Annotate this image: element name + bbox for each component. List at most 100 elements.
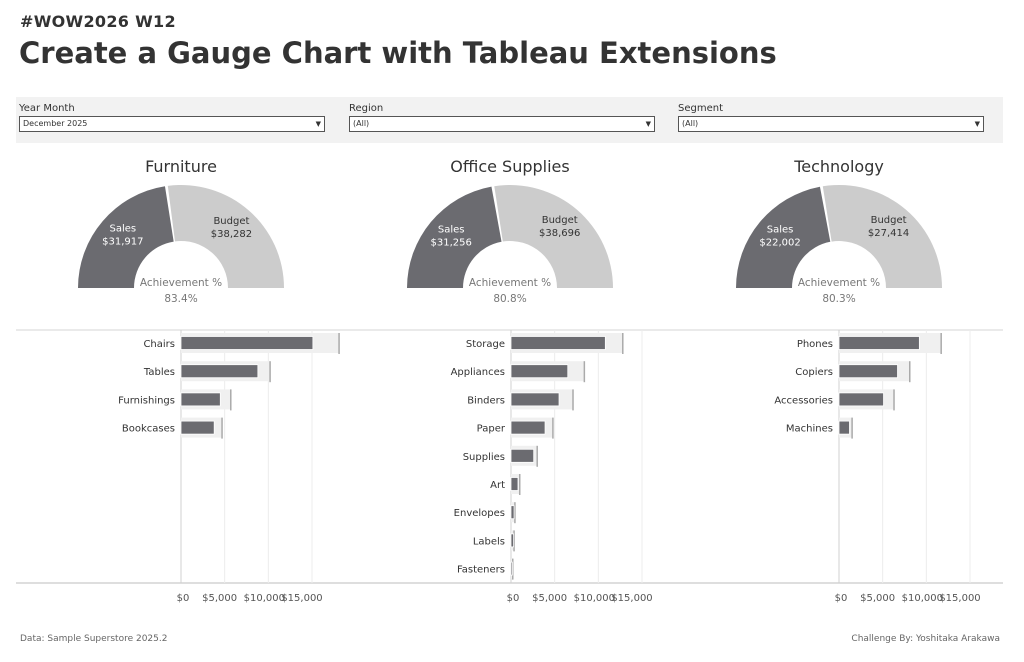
chevron-down-icon[interactable]: ▼ xyxy=(315,120,321,128)
x-tick-label-technology-2: $10,000 xyxy=(902,593,943,604)
budget-band-tables xyxy=(181,361,271,382)
x-tick-label-furniture-0: $0 xyxy=(177,593,190,604)
filter-region: Region (All) ▼ xyxy=(346,102,655,132)
sales-bar-labels xyxy=(510,533,515,548)
sales-bar-bookcases xyxy=(180,420,215,435)
category-label-supplies: Supplies xyxy=(463,452,505,463)
category-label-accessories: Accessories xyxy=(774,395,833,406)
gauge-budget-arc-office-supplies xyxy=(494,185,613,288)
category-label-appliances: Appliances xyxy=(451,367,505,378)
gauge-sales-value-office-supplies: $31,256 xyxy=(431,237,472,248)
gauge-title-furniture: Furniture xyxy=(145,157,217,176)
budget-band-machines xyxy=(839,417,853,438)
sales-bar-appliances xyxy=(510,364,569,379)
budget-band-art xyxy=(511,474,520,494)
region-value: (All) xyxy=(353,119,370,128)
x-tick-label-technology-0: $0 xyxy=(835,593,848,604)
gauge-sales-label-furniture: Sales xyxy=(110,224,137,235)
category-label-fasteners: Fasteners xyxy=(457,565,505,576)
sales-bar-phones xyxy=(838,336,920,350)
filter-segment: Segment (All) ▼ xyxy=(675,102,984,132)
year-month-value: December 2025 xyxy=(23,119,88,128)
gauge-achievement-label-technology: Achievement % xyxy=(798,277,880,289)
budget-band-chairs xyxy=(181,333,340,353)
gauge-budget-label-technology: Budget xyxy=(871,215,907,226)
gauge-achievement-value-technology: 80.3% xyxy=(822,293,855,305)
category-label-chairs: Chairs xyxy=(143,339,175,350)
x-tick-label-office-supplies-2: $10,000 xyxy=(574,593,615,604)
category-label-bookcases: Bookcases xyxy=(122,424,175,435)
data-source-note: Data: Sample Superstore 2025.2 xyxy=(20,634,168,644)
budget-band-labels xyxy=(511,530,515,551)
category-label-paper: Paper xyxy=(477,424,506,435)
gauge-sales-label-office-supplies: Sales xyxy=(438,224,465,235)
gauge-achievement-label-office-supplies: Achievement % xyxy=(469,277,551,289)
gauge-sales-value-technology: $22,002 xyxy=(759,237,800,248)
budget-band-phones xyxy=(839,333,942,353)
budget-band-fasteners xyxy=(511,558,513,579)
budget-band-envelopes xyxy=(511,502,515,523)
filter-bar: Year Month December 2025 ▼ Region (All) … xyxy=(16,97,1003,143)
filter-year-month: Year Month December 2025 ▼ xyxy=(16,102,325,132)
sales-bar-copiers xyxy=(838,364,898,379)
chevron-down-icon[interactable]: ▼ xyxy=(645,120,651,128)
sales-bar-binders xyxy=(510,392,560,407)
segment-value: (All) xyxy=(682,119,699,128)
gauge-title-technology: Technology xyxy=(793,157,884,176)
x-tick-label-technology-1: $5,000 xyxy=(860,593,895,604)
budget-band-accessories xyxy=(839,389,895,410)
region-dropdown[interactable]: (All) ▼ xyxy=(349,116,655,132)
x-tick-label-office-supplies-3: $15,000 xyxy=(611,593,652,604)
budget-band-appliances xyxy=(511,361,585,382)
budget-band-bookcases xyxy=(181,417,223,438)
budget-band-supplies xyxy=(511,445,538,466)
sales-bar-accessories xyxy=(838,392,884,407)
x-tick-label-furniture-2: $10,000 xyxy=(244,593,285,604)
sales-bar-art xyxy=(510,477,519,491)
budget-band-binders xyxy=(511,389,574,410)
sales-bar-chairs xyxy=(180,336,314,350)
gauge-budget-label-office-supplies: Budget xyxy=(542,215,578,226)
gauge-budget-arc-furniture xyxy=(167,185,284,288)
gauge-achievement-value-office-supplies: 80.8% xyxy=(493,293,526,305)
category-label-storage: Storage xyxy=(466,339,505,350)
sales-bar-envelopes xyxy=(510,505,515,520)
category-label-labels: Labels xyxy=(473,536,505,547)
chevron-down-icon[interactable]: ▼ xyxy=(974,120,980,128)
gauge-budget-label-furniture: Budget xyxy=(213,216,249,227)
sales-bar-storage xyxy=(510,336,606,350)
budget-band-copiers xyxy=(839,361,910,382)
category-label-binders: Binders xyxy=(467,395,505,406)
gauge-title-office-supplies: Office Supplies xyxy=(450,157,569,176)
category-label-tables: Tables xyxy=(143,367,175,378)
sales-bar-furnishings xyxy=(180,392,221,407)
sales-bar-fasteners xyxy=(510,561,513,576)
gauge-budget-value-furniture: $38,282 xyxy=(211,229,252,240)
gauge-budget-arc-technology xyxy=(822,185,942,288)
year-month-dropdown[interactable]: December 2025 ▼ xyxy=(19,116,325,132)
sales-bar-tables xyxy=(180,364,259,379)
segment-dropdown[interactable]: (All) ▼ xyxy=(678,116,984,132)
dashboard-subtitle: #WOW2026 W12 xyxy=(20,12,176,31)
sales-bar-machines xyxy=(838,420,850,435)
x-tick-label-furniture-1: $5,000 xyxy=(202,593,237,604)
x-tick-label-technology-3: $15,000 xyxy=(939,593,980,604)
gauge-achievement-value-furniture: 83.4% xyxy=(164,293,197,305)
category-label-phones: Phones xyxy=(797,339,833,350)
sales-bar-supplies xyxy=(510,448,535,463)
gauge-sales-label-technology: Sales xyxy=(767,224,794,235)
category-label-envelopes: Envelopes xyxy=(454,508,505,519)
x-tick-label-furniture-3: $15,000 xyxy=(281,593,322,604)
dashboard-title: Create a Gauge Chart with Tableau Extens… xyxy=(19,36,777,70)
category-label-copiers: Copiers xyxy=(795,367,833,378)
gauge-sales-arc-furniture xyxy=(78,186,174,288)
gauge-sales-value-furniture: $31,917 xyxy=(102,237,143,248)
budget-band-storage xyxy=(511,333,623,353)
filter-region-label: Region xyxy=(349,103,384,114)
gauge-budget-value-office-supplies: $38,696 xyxy=(539,228,580,239)
gauge-budget-value-technology: $27,414 xyxy=(868,228,909,239)
gauge-achievement-label-furniture: Achievement % xyxy=(140,277,222,289)
budget-band-paper xyxy=(511,417,553,438)
x-tick-label-office-supplies-1: $5,000 xyxy=(532,593,567,604)
category-label-art: Art xyxy=(490,480,505,491)
